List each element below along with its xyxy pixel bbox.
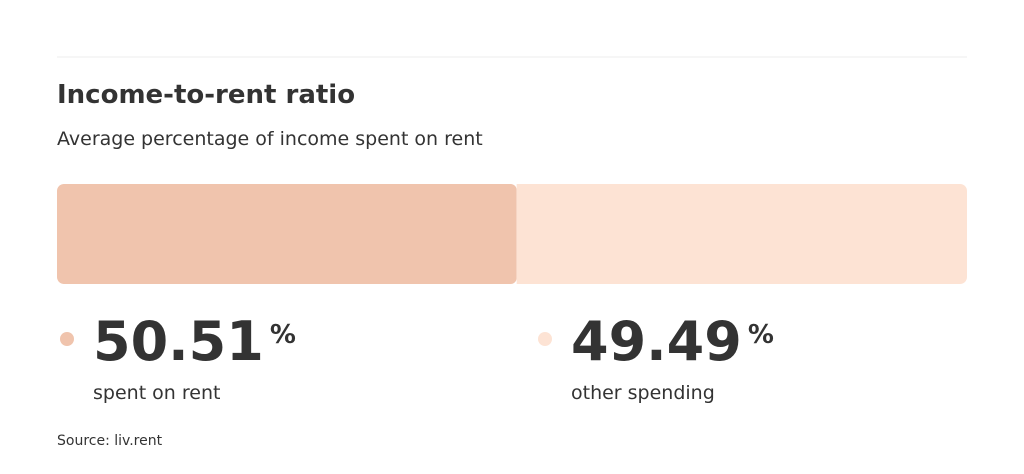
legend-label: other spending <box>571 382 715 404</box>
value-label: 50.51 <box>93 310 264 373</box>
legend-label: spent on rent <box>93 382 220 404</box>
chart-title: Income-to-rent ratio <box>57 80 355 110</box>
value-label: 49.49 <box>571 310 742 373</box>
chart-subtitle: Average percentage of income spent on re… <box>57 128 483 150</box>
legend-dot <box>60 332 74 346</box>
bar-segment <box>57 184 517 284</box>
value-unit: % <box>748 320 774 350</box>
source: Source: liv.rent <box>57 433 163 449</box>
legend-dot <box>538 332 552 346</box>
bar-segment <box>516 184 967 284</box>
bar-track <box>57 184 967 284</box>
value-unit: % <box>270 320 296 350</box>
